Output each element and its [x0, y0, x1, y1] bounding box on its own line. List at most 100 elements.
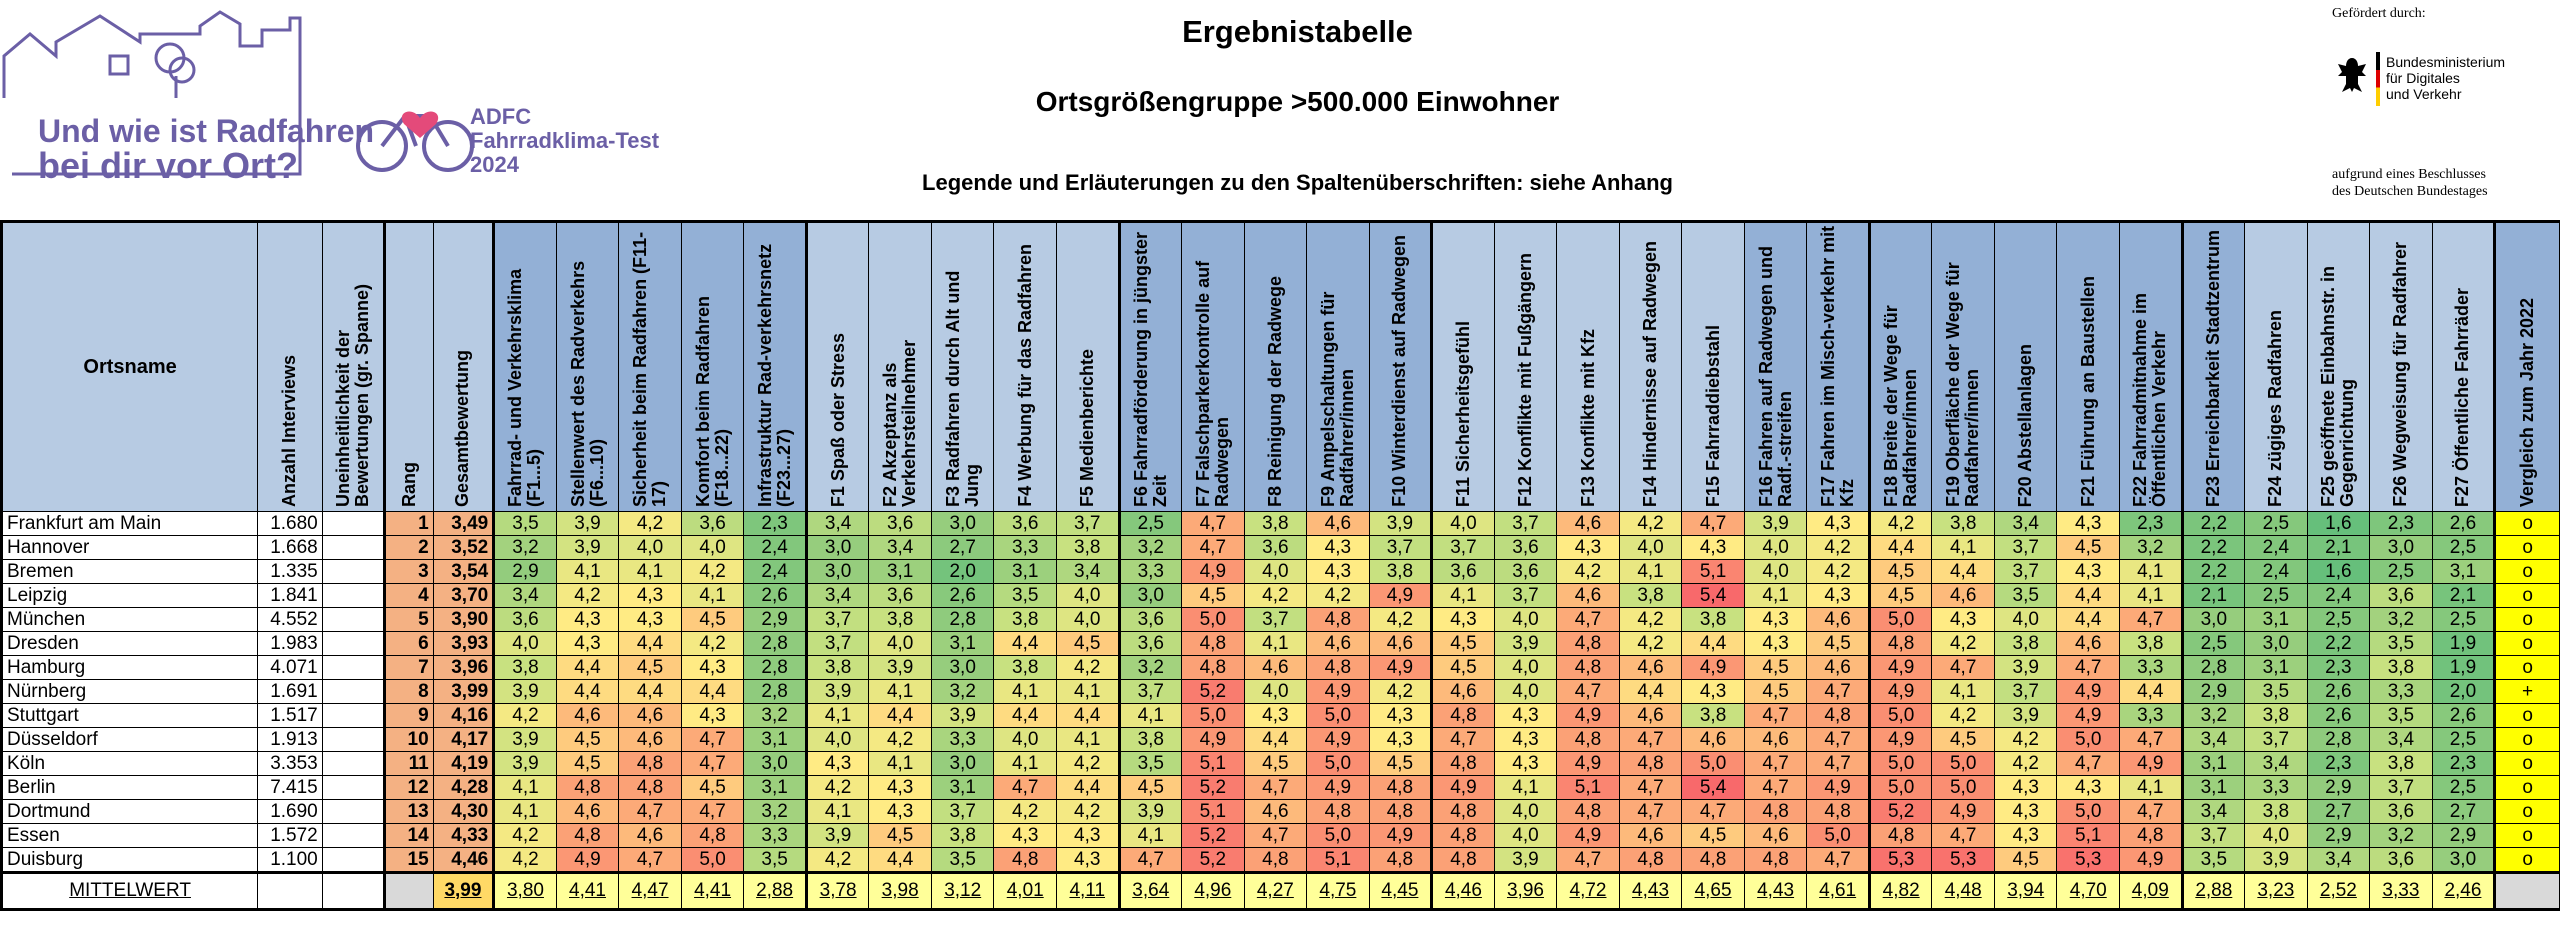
score-cell: 4,8	[1868, 823, 1933, 848]
column-header: Fahrrad- und Verkehrsklima (F1...5)	[493, 220, 557, 512]
score-cell: 4,3	[1993, 823, 2058, 848]
mean-score-cell: 4,43	[1618, 871, 1683, 911]
score-cell: 4,7	[1556, 847, 1620, 873]
column-header: F16 Fahren auf Radwegen und Radf.-streif…	[1743, 220, 1808, 512]
spread-cell	[321, 559, 387, 584]
table-row: Köln 3.353 11 4,19 3,9 4,5 4,8 4,7 3,0 4,3 4,1 3,0 4…	[0, 751, 2560, 776]
score-cell: 4,6	[1618, 655, 1683, 680]
score-cell: 2,5	[2431, 607, 2497, 632]
score-cell: 4,3	[1493, 727, 1558, 752]
score-cell: 4,1	[1743, 583, 1808, 608]
score-cell: 2,9	[493, 559, 557, 584]
score-cell: 3,8	[2244, 799, 2308, 824]
interviews-cell: 1.680	[257, 511, 323, 536]
score-cell: 2,5	[2244, 511, 2308, 536]
score-cell: 4,3	[1306, 535, 1370, 560]
city-name-cell: Hamburg	[0, 655, 259, 680]
score-cell: 4,4	[618, 679, 682, 704]
score-cell: 4,7	[2056, 655, 2121, 680]
header-row: Ortsname Anzahl Interviews Uneinheitlichke…	[0, 220, 2560, 512]
overall-score-cell: 4,28	[432, 775, 496, 800]
score-cell: 4,9	[2056, 679, 2121, 704]
score-cell: 4,4	[555, 655, 620, 680]
column-header: F18 Breite der Wege für Radfahrer/innen	[1868, 220, 1933, 512]
mean-score-cell: 4,01	[993, 871, 1057, 911]
interviews-cell: 3.353	[257, 751, 323, 776]
score-cell: 4,2	[1243, 583, 1308, 608]
rank-cell: 11	[384, 751, 434, 776]
spread-cell	[321, 823, 387, 848]
column-header: F1 Spaß oder Stress	[805, 220, 870, 512]
score-cell: 3,6	[493, 607, 557, 632]
score-cell: 4,6	[555, 799, 620, 824]
adfc-logo: Und wie ist Radfahren bei dir vor Ort? A…	[2, 10, 660, 186]
score-cell: 4,8	[1306, 799, 1370, 824]
score-cell: 4,8	[1806, 703, 1871, 728]
score-cell: 3,2	[1118, 655, 1183, 680]
score-cell: 4,1	[1493, 775, 1558, 800]
score-cell: 4,0	[1243, 559, 1308, 584]
score-cell: 2,9	[2306, 775, 2371, 800]
score-cell: 2,5	[2181, 631, 2246, 656]
score-cell: 2,5	[2431, 727, 2497, 752]
city-name-cell: Köln	[0, 751, 259, 776]
score-cell: 2,4	[743, 535, 808, 560]
score-cell: 4,8	[1368, 847, 1434, 873]
score-cell: 4,0	[1055, 583, 1121, 608]
score-cell: 3,9	[805, 679, 870, 704]
score-cell: 4,2	[1055, 799, 1121, 824]
score-cell: 4,0	[1243, 679, 1308, 704]
score-cell: 4,3	[1993, 799, 2058, 824]
score-cell: 3,6	[1493, 559, 1558, 584]
score-cell: 4,6	[1618, 703, 1683, 728]
score-cell: 4,6	[1743, 727, 1808, 752]
score-cell: 3,4	[2181, 727, 2246, 752]
score-cell: 3,0	[805, 559, 870, 584]
rank-cell: 13	[384, 799, 434, 824]
mean-score-cell: 4,72	[1556, 871, 1620, 911]
score-cell: 4,3	[1368, 703, 1434, 728]
score-cell: 4,3	[1931, 607, 1995, 632]
score-cell: 4,1	[1931, 535, 1995, 560]
score-cell: 4,3	[1243, 703, 1308, 728]
score-cell: 4,3	[2056, 775, 2121, 800]
score-cell: 3,2	[1118, 535, 1183, 560]
mean-label-cell: MITTELWERT	[0, 871, 259, 911]
score-cell: 4,9	[2119, 751, 2184, 776]
score-cell: 4,6	[555, 703, 620, 728]
score-cell: 3,5	[993, 583, 1057, 608]
score-cell: 4,7	[1681, 799, 1745, 824]
score-cell: 2,9	[743, 607, 808, 632]
score-cell: 3,4	[2244, 751, 2308, 776]
mean-score-cell: 4,41	[680, 871, 745, 911]
score-cell: 4,1	[1055, 679, 1121, 704]
score-cell: 5,0	[1931, 751, 1995, 776]
interviews-cell: 1.100	[257, 847, 323, 873]
score-cell: 2,5	[2369, 559, 2433, 584]
mean-score-cell: 2,46	[2431, 871, 2497, 911]
mean-score-cell: 3,78	[805, 871, 870, 911]
skyline-outline	[2, 10, 302, 176]
score-cell: 3,9	[1493, 631, 1558, 656]
score-cell: 4,4	[1243, 727, 1308, 752]
score-cell: 4,2	[1993, 751, 2058, 776]
score-cell: 3,8	[868, 607, 932, 632]
score-cell: 2,6	[2306, 703, 2371, 728]
table-row: Leipzig 1.841 4 3,70 3,4 4,2 4,3 4,1 2,6 3,4 3,6 2,…	[0, 583, 2560, 608]
score-cell: 4,3	[1055, 823, 1121, 848]
score-cell: 3,1	[2181, 775, 2246, 800]
overall-score-cell: 3,70	[432, 583, 496, 608]
score-cell: 5,0	[2056, 799, 2121, 824]
score-cell: 5,4	[1681, 775, 1745, 800]
column-header: F17 Fahren im Misch-verkehr mit Kfz	[1806, 220, 1871, 512]
score-cell: 4,8	[1431, 799, 1495, 824]
score-cell: 4,8	[680, 823, 745, 848]
score-cell: 4,7	[1618, 775, 1683, 800]
score-cell: 3,3	[930, 727, 995, 752]
score-cell: 2,3	[2431, 751, 2497, 776]
score-cell: 4,6	[1431, 679, 1495, 704]
spread-cell	[321, 799, 387, 824]
score-cell: 4,8	[1868, 631, 1933, 656]
mean-score-cell: 4,65	[1681, 871, 1745, 911]
score-cell: 3,1	[993, 559, 1057, 584]
